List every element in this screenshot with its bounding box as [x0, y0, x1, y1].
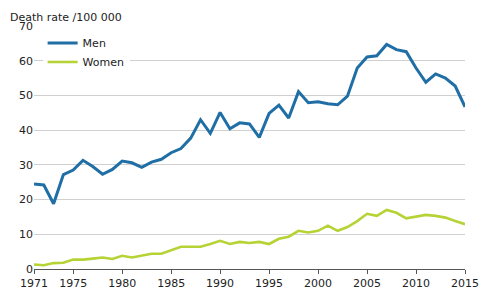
svg-text:2005: 2005 [353, 277, 381, 290]
svg-text:1971: 1971 [20, 277, 48, 290]
svg-text:2015: 2015 [451, 277, 479, 290]
svg-text:1985: 1985 [157, 277, 185, 290]
svg-text:2000: 2000 [304, 277, 332, 290]
svg-text:1975: 1975 [59, 277, 87, 290]
svg-text:20: 20 [19, 193, 33, 206]
svg-text:70: 70 [19, 20, 33, 33]
svg-text:1995: 1995 [255, 277, 283, 290]
svg-text:10: 10 [19, 228, 33, 241]
svg-text:50: 50 [19, 89, 33, 102]
svg-text:30: 30 [19, 159, 33, 172]
svg-text:0: 0 [26, 263, 33, 276]
svg-text:1990: 1990 [206, 277, 234, 290]
svg-text:Women: Women [83, 56, 124, 69]
svg-text:40: 40 [19, 124, 33, 137]
svg-text:1980: 1980 [108, 277, 136, 290]
svg-text:60: 60 [19, 55, 33, 68]
svg-text:Men: Men [83, 37, 106, 50]
svg-text:Death rate /100 000: Death rate /100 000 [10, 11, 122, 24]
svg-text:2010: 2010 [402, 277, 430, 290]
